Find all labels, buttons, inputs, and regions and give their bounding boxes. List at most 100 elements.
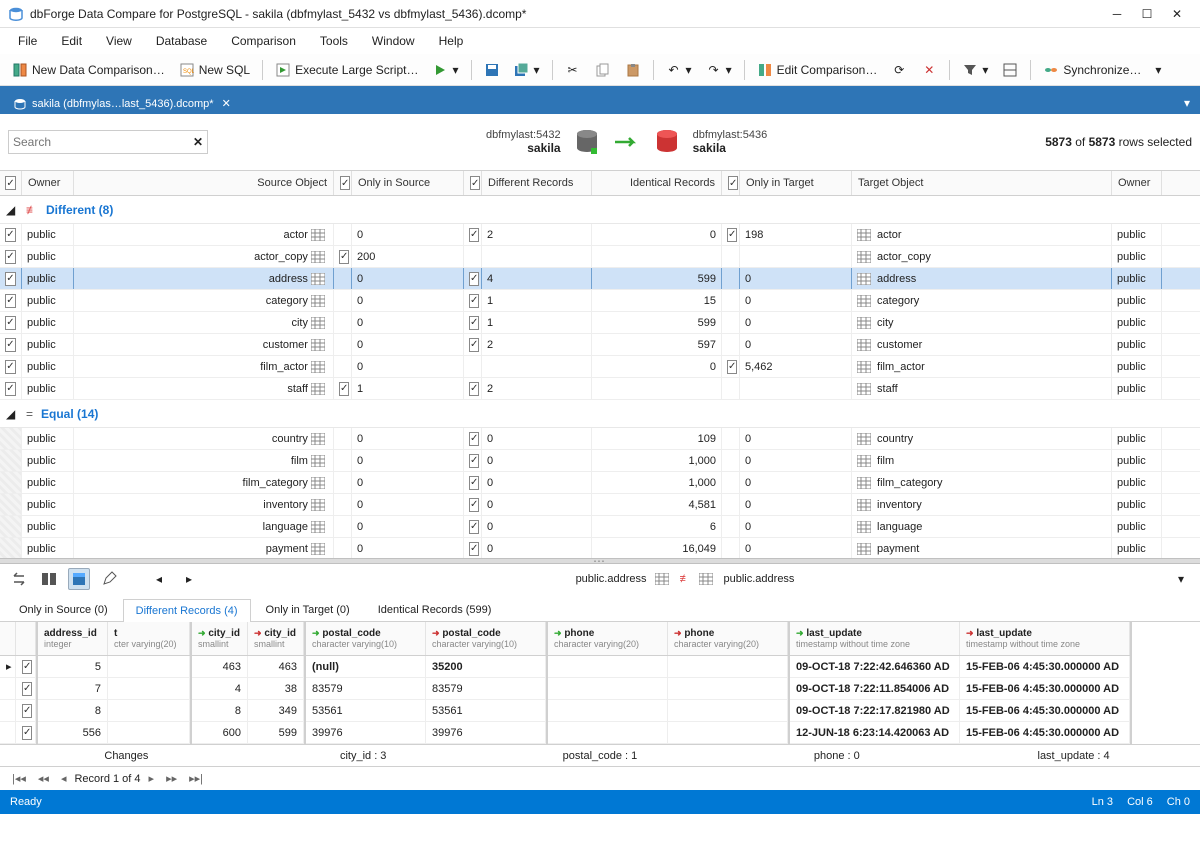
save-all-button[interactable]: ▾ xyxy=(508,59,546,81)
minimize-button[interactable]: ─ xyxy=(1102,4,1132,24)
col-source[interactable]: Source Object xyxy=(74,171,334,195)
prev-diff-button[interactable]: ◂ xyxy=(148,568,170,590)
sync-icon xyxy=(1043,62,1059,78)
new-sql-button[interactable]: SQLNew SQL xyxy=(173,59,256,81)
detail-tab[interactable]: Different Records (4) xyxy=(123,599,251,622)
select-all-checkbox[interactable] xyxy=(5,176,15,190)
detail-tab[interactable]: Only in Source (0) xyxy=(6,598,121,621)
table-row[interactable]: publicaddress 045990 addresspublic xyxy=(0,268,1200,290)
col-owner[interactable]: Owner xyxy=(22,171,74,195)
detail-row-checkbox[interactable] xyxy=(22,682,32,696)
col-different[interactable]: Different Records xyxy=(482,171,592,195)
next-record-button[interactable]: ▸ xyxy=(145,772,159,785)
paste-button[interactable] xyxy=(619,59,647,81)
row-checkbox[interactable] xyxy=(5,316,16,330)
tab-close-button[interactable]: ✕ xyxy=(220,97,233,110)
changes-summary: Changes city_id : 3 postal_code : 1 phon… xyxy=(0,744,1200,766)
cancel-compare-button[interactable]: ✕ xyxy=(915,59,943,81)
row-checkbox[interactable] xyxy=(5,338,16,352)
search-input[interactable] xyxy=(13,135,193,149)
sync-dropdown[interactable]: ▾ xyxy=(1149,60,1167,80)
table-row[interactable]: publiclanguage 0060 languagepublic xyxy=(0,516,1200,538)
group-row[interactable]: ◢≢Different (8) xyxy=(0,196,1200,224)
table-row[interactable]: publiccountry 001090 countrypublic xyxy=(0,428,1200,450)
table-row[interactable]: publicactor_copy 200 actor_copypublic xyxy=(0,246,1200,268)
prev-record-button[interactable]: ◂ xyxy=(57,772,71,785)
row-checkbox[interactable] xyxy=(5,272,16,286)
col-owner2[interactable]: Owner xyxy=(1112,171,1162,195)
grid-body: ◢≢Different (8)publicactor 020198 actorp… xyxy=(0,196,1200,558)
row-checkbox[interactable] xyxy=(5,294,16,308)
side-by-side-button[interactable] xyxy=(38,568,60,590)
menu-edit[interactable]: Edit xyxy=(51,31,92,51)
table-row[interactable]: publiccity 015990 citypublic xyxy=(0,312,1200,334)
undo-button[interactable]: ↶▾ xyxy=(660,59,698,81)
document-tab[interactable]: sakila (dbfmylas…last_5436).dcomp* ✕ xyxy=(6,93,241,114)
detail-tab[interactable]: Identical Records (599) xyxy=(365,598,505,621)
execute-icon xyxy=(275,62,291,78)
search-clear-button[interactable]: ✕ xyxy=(193,135,203,149)
edit-button[interactable] xyxy=(98,568,120,590)
close-button[interactable]: ✕ xyxy=(1162,4,1192,24)
swap-view-button[interactable] xyxy=(8,568,30,590)
compare-icon xyxy=(12,62,28,78)
separator xyxy=(552,60,553,80)
row-checkbox[interactable] xyxy=(5,250,16,264)
last-record-button[interactable]: ▸▸| xyxy=(185,772,207,785)
group-row[interactable]: ◢=Equal (14) xyxy=(0,400,1200,428)
prev-page-button[interactable]: ◂◂ xyxy=(34,772,53,785)
only-src-checkbox[interactable] xyxy=(340,176,350,190)
table-row[interactable]: publicinventory 004,5810 inventorypublic xyxy=(0,494,1200,516)
refresh-button[interactable]: ⟳ xyxy=(885,59,913,81)
maximize-button[interactable]: ☐ xyxy=(1132,4,1162,24)
only-tgt-checkbox[interactable] xyxy=(728,176,738,190)
table-row[interactable]: publicactor 020198 actorpublic xyxy=(0,224,1200,246)
col-only-source[interactable]: Only in Source xyxy=(352,171,464,195)
edit-comparison-button[interactable]: Edit Comparison… xyxy=(751,59,884,81)
rows-selected-label: 5873 of 5873 rows selected xyxy=(1045,135,1192,149)
table-row[interactable]: publicfilm 001,0000 filmpublic xyxy=(0,450,1200,472)
layout-button[interactable] xyxy=(996,59,1024,81)
menu-file[interactable]: File xyxy=(8,31,47,51)
diff-checkbox[interactable] xyxy=(470,176,480,190)
first-record-button[interactable]: |◂◂ xyxy=(8,772,30,785)
table-row[interactable]: publicfilm_actor 005,462 film_actorpubli… xyxy=(0,356,1200,378)
next-diff-button[interactable]: ▸ xyxy=(178,568,200,590)
col-identical[interactable]: Identical Records xyxy=(592,171,722,195)
cut-icon: ✂ xyxy=(565,62,581,78)
detail-overflow-button[interactable]: ▾ xyxy=(1170,568,1192,590)
execute-dropdown[interactable]: ▾ xyxy=(426,59,464,81)
menu-help[interactable]: Help xyxy=(429,31,474,51)
save-button[interactable] xyxy=(478,59,506,81)
table-row[interactable]: publicstaff 12 staffpublic xyxy=(0,378,1200,400)
copy-button[interactable] xyxy=(589,59,617,81)
redo-button[interactable]: ↷▾ xyxy=(700,59,738,81)
new-comparison-button[interactable]: New Data Comparison… xyxy=(6,59,171,81)
detail-row-checkbox[interactable] xyxy=(22,660,32,674)
tab-overflow-button[interactable]: ▾ xyxy=(1180,92,1194,114)
table-row[interactable]: publiccategory 01150 categorypublic xyxy=(0,290,1200,312)
search-box[interactable]: ✕ xyxy=(8,130,208,154)
row-checkbox[interactable] xyxy=(5,360,16,374)
synchronize-button[interactable]: Synchronize… xyxy=(1037,59,1147,81)
table-row[interactable]: publicfilm_category 001,0000 film_catego… xyxy=(0,472,1200,494)
col-target[interactable]: Target Object xyxy=(852,171,1112,195)
menu-view[interactable]: View xyxy=(96,31,142,51)
menu-comparison[interactable]: Comparison xyxy=(221,31,306,51)
row-checkbox[interactable] xyxy=(5,228,16,242)
detail-row-checkbox[interactable] xyxy=(22,704,32,718)
detail-row-checkbox[interactable] xyxy=(22,726,32,740)
row-checkbox[interactable] xyxy=(5,382,16,396)
filter-button[interactable]: ▾ xyxy=(956,59,994,81)
execute-script-button[interactable]: Execute Large Script… xyxy=(269,59,424,81)
menu-database[interactable]: Database xyxy=(146,31,217,51)
table-row[interactable]: publiccustomer 025970 customerpublic xyxy=(0,334,1200,356)
menu-tools[interactable]: Tools xyxy=(310,31,358,51)
detail-tab[interactable]: Only in Target (0) xyxy=(253,598,363,621)
cancel-icon: ✕ xyxy=(921,62,937,78)
merged-view-button[interactable] xyxy=(68,568,90,590)
next-page-button[interactable]: ▸▸ xyxy=(162,772,181,785)
menu-window[interactable]: Window xyxy=(362,31,425,51)
col-only-target[interactable]: Only in Target xyxy=(740,171,852,195)
cut-button[interactable]: ✂ xyxy=(559,59,587,81)
